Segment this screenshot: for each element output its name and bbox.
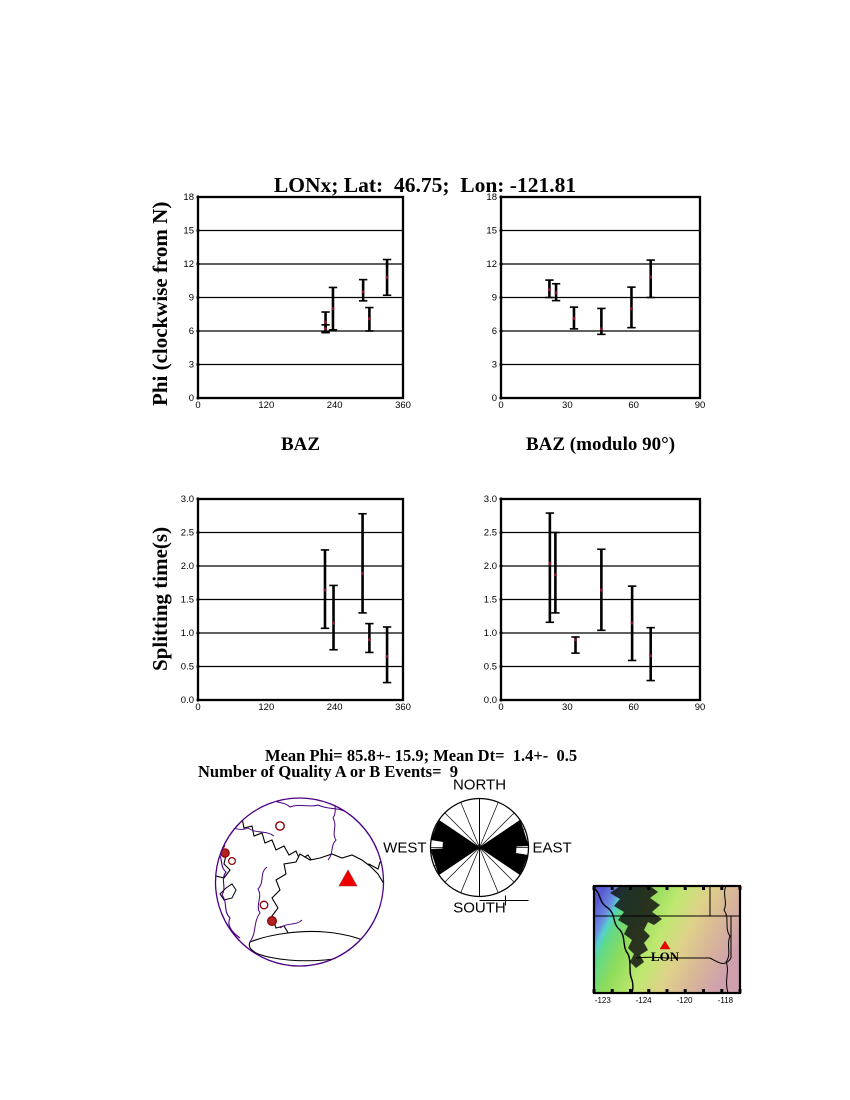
svg-text:3: 3 <box>492 360 497 371</box>
svg-text:2.0: 2.0 <box>484 561 497 572</box>
svg-text:0.5: 0.5 <box>484 662 497 673</box>
svg-text:2.0: 2.0 <box>181 561 194 572</box>
svg-text:1.0: 1.0 <box>181 628 194 639</box>
svg-text:0.5: 0.5 <box>181 662 194 673</box>
svg-text:90: 90 <box>695 702 706 713</box>
svg-text:0: 0 <box>492 393 497 404</box>
svg-text:SOUTH: SOUTH <box>453 900 506 917</box>
svg-text:9: 9 <box>189 293 194 304</box>
svg-text:0: 0 <box>195 702 200 713</box>
svg-text:240: 240 <box>327 702 343 713</box>
svg-text:-120: -120 <box>676 996 693 1005</box>
svg-text:3: 3 <box>189 360 194 371</box>
svg-text:120: 120 <box>258 400 274 411</box>
svg-text:9: 9 <box>492 293 497 304</box>
svg-text:6: 6 <box>492 326 497 337</box>
svg-text:15: 15 <box>183 226 194 237</box>
svg-text:240: 240 <box>327 400 343 411</box>
svg-text:15: 15 <box>486 226 497 237</box>
svg-text:1.5: 1.5 <box>484 595 497 606</box>
svg-text:18: 18 <box>486 192 497 203</box>
svg-text:-123: -123 <box>595 996 612 1005</box>
svg-text:360: 360 <box>395 400 411 411</box>
svg-text:60: 60 <box>628 400 639 411</box>
svg-text:2.5: 2.5 <box>484 528 497 539</box>
svg-text:0: 0 <box>189 393 194 404</box>
svg-text:3.0: 3.0 <box>181 494 194 505</box>
svg-text:0.0: 0.0 <box>484 695 497 706</box>
svg-text:0: 0 <box>498 702 503 713</box>
svg-text:NORTH: NORTH <box>453 777 506 794</box>
svg-text:360: 360 <box>395 702 411 713</box>
svg-text:3.0: 3.0 <box>484 494 497 505</box>
svg-text:60: 60 <box>628 702 639 713</box>
svg-text:0.0: 0.0 <box>181 695 194 706</box>
svg-text:0: 0 <box>498 400 503 411</box>
svg-text:30: 30 <box>562 702 573 713</box>
svg-text:12: 12 <box>486 259 497 270</box>
svg-text:90: 90 <box>695 400 706 411</box>
svg-text:120: 120 <box>258 702 274 713</box>
svg-text:2.5: 2.5 <box>181 528 194 539</box>
svg-text:WEST: WEST <box>383 840 426 857</box>
svg-text:0: 0 <box>195 400 200 411</box>
svg-text:-118: -118 <box>718 996 734 1005</box>
svg-text:-124: -124 <box>636 996 653 1005</box>
svg-text:12: 12 <box>183 259 194 270</box>
svg-text:1.0: 1.0 <box>484 628 497 639</box>
svg-text:LON: LON <box>651 949 680 964</box>
svg-text:1.5: 1.5 <box>181 595 194 606</box>
svg-text:30: 30 <box>562 400 573 411</box>
svg-text:EAST: EAST <box>533 840 572 857</box>
svg-text:18: 18 <box>183 192 194 203</box>
svg-text:6: 6 <box>189 326 194 337</box>
